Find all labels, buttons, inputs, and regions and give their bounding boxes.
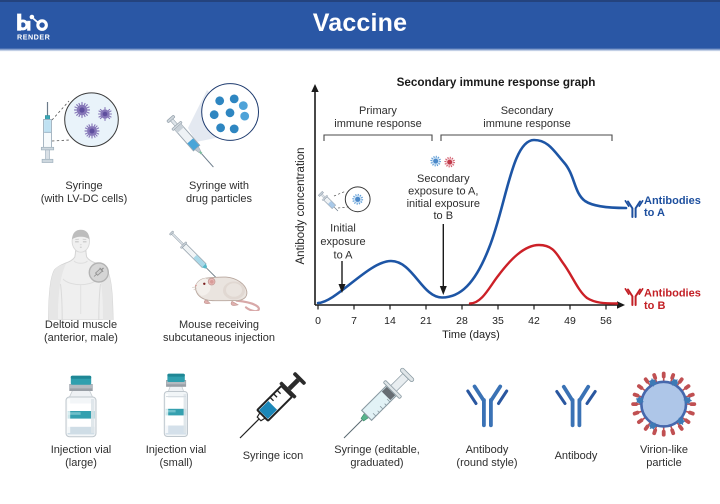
svg-text:42: 42 (528, 315, 540, 327)
svg-text:Secondary: Secondary (417, 173, 470, 185)
svg-text:exposure: exposure (320, 236, 365, 248)
svg-text:Primary: Primary (359, 105, 397, 117)
svg-text:immune response: immune response (334, 118, 421, 130)
svg-text:exposure to A,: exposure to A, (408, 185, 478, 197)
svg-text:to B: to B (644, 300, 665, 312)
svg-text:49: 49 (564, 315, 576, 327)
svg-text:56: 56 (600, 315, 612, 327)
svg-text:14: 14 (384, 315, 396, 327)
svg-text:0: 0 (315, 315, 321, 327)
svg-text:28: 28 (456, 315, 468, 327)
svg-text:to A: to A (334, 250, 354, 262)
svg-text:Antibodies: Antibodies (644, 288, 701, 300)
svg-text:RENDER: RENDER (17, 32, 51, 41)
svg-text:21: 21 (420, 315, 432, 327)
svg-text:Secondary immune response grap: Secondary immune response graph (397, 76, 596, 89)
svg-text:Antibodies: Antibodies (644, 195, 701, 207)
svg-text:Time (days): Time (days) (442, 329, 500, 341)
svg-text:to A: to A (644, 207, 665, 219)
svg-text:35: 35 (492, 315, 504, 327)
svg-text:initial exposure: initial exposure (407, 198, 480, 210)
svg-text:7: 7 (351, 315, 357, 327)
svg-text:Antibody concentration: Antibody concentration (295, 148, 307, 265)
svg-text:to B: to B (434, 210, 454, 222)
svg-text:Secondary: Secondary (501, 105, 554, 117)
svg-text:immune response: immune response (483, 118, 570, 130)
svg-text:Initial: Initial (330, 223, 356, 235)
